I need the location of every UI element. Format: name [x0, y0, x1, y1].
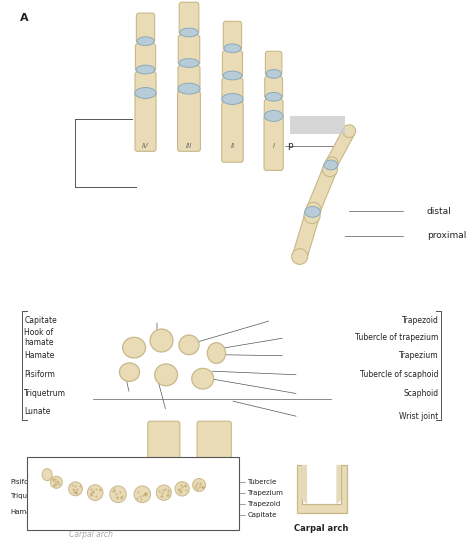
Ellipse shape: [179, 335, 199, 355]
FancyBboxPatch shape: [178, 65, 200, 93]
FancyBboxPatch shape: [222, 78, 243, 104]
Text: Carpal arch: Carpal arch: [69, 529, 113, 539]
FancyBboxPatch shape: [179, 2, 199, 35]
Text: Trapezoid: Trapezoid: [247, 501, 281, 507]
Polygon shape: [307, 165, 336, 213]
Text: Hamate: Hamate: [10, 509, 38, 515]
Ellipse shape: [223, 71, 242, 80]
FancyBboxPatch shape: [178, 92, 201, 151]
Ellipse shape: [304, 208, 320, 224]
Polygon shape: [297, 465, 347, 513]
Text: Pisiform: Pisiform: [10, 480, 38, 486]
FancyBboxPatch shape: [135, 72, 156, 98]
FancyBboxPatch shape: [290, 116, 345, 134]
Text: Trapezium: Trapezium: [247, 490, 283, 496]
Text: Carpal arch: Carpal arch: [294, 524, 349, 533]
Text: Scaphoid: Scaphoid: [403, 390, 438, 398]
Ellipse shape: [87, 485, 103, 500]
Polygon shape: [327, 127, 354, 167]
Ellipse shape: [137, 37, 154, 45]
Text: Trapezium: Trapezium: [399, 351, 438, 360]
Text: Trapezoid: Trapezoid: [401, 316, 438, 325]
FancyBboxPatch shape: [222, 51, 243, 77]
Ellipse shape: [305, 207, 320, 218]
FancyBboxPatch shape: [178, 35, 200, 65]
Ellipse shape: [119, 363, 139, 381]
Ellipse shape: [69, 482, 82, 496]
Text: A: A: [20, 13, 28, 24]
Ellipse shape: [156, 485, 172, 500]
Text: Capitate: Capitate: [247, 512, 277, 518]
Polygon shape: [302, 465, 341, 500]
Ellipse shape: [178, 83, 200, 94]
Text: Pisiform: Pisiform: [24, 370, 55, 379]
FancyBboxPatch shape: [197, 421, 231, 481]
FancyBboxPatch shape: [264, 76, 283, 99]
Ellipse shape: [123, 337, 146, 358]
Ellipse shape: [179, 59, 199, 67]
FancyBboxPatch shape: [265, 52, 282, 76]
Ellipse shape: [180, 28, 198, 37]
Ellipse shape: [110, 486, 126, 503]
Text: Hook of
hamate: Hook of hamate: [24, 328, 54, 347]
FancyBboxPatch shape: [135, 92, 156, 151]
Ellipse shape: [135, 88, 156, 99]
FancyBboxPatch shape: [148, 421, 180, 481]
Text: p: p: [287, 141, 293, 150]
Polygon shape: [337, 465, 341, 504]
Ellipse shape: [155, 364, 178, 386]
Text: Tubercle of scaphoid: Tubercle of scaphoid: [360, 370, 438, 379]
Ellipse shape: [207, 342, 226, 363]
Ellipse shape: [222, 94, 243, 105]
Ellipse shape: [42, 469, 52, 481]
Bar: [27, 456, 239, 530]
FancyBboxPatch shape: [222, 102, 243, 162]
Ellipse shape: [343, 125, 356, 138]
Text: II: II: [230, 143, 235, 149]
Text: Tubercle of trapezium: Tubercle of trapezium: [355, 333, 438, 342]
Polygon shape: [302, 465, 307, 504]
Text: Lunate: Lunate: [24, 407, 51, 416]
Text: Capitate: Capitate: [24, 316, 57, 325]
Text: Triquetrum: Triquetrum: [24, 390, 66, 398]
Ellipse shape: [175, 482, 189, 496]
FancyBboxPatch shape: [223, 21, 242, 50]
Ellipse shape: [265, 93, 282, 101]
Text: IV: IV: [142, 143, 149, 149]
Ellipse shape: [264, 111, 283, 121]
Text: Hamate: Hamate: [24, 351, 55, 360]
Text: proximal: proximal: [427, 231, 466, 241]
Ellipse shape: [192, 478, 205, 492]
Ellipse shape: [150, 329, 173, 352]
Ellipse shape: [50, 476, 62, 488]
Ellipse shape: [136, 65, 155, 74]
FancyBboxPatch shape: [136, 44, 155, 71]
FancyBboxPatch shape: [137, 13, 155, 43]
FancyBboxPatch shape: [264, 99, 283, 121]
Polygon shape: [293, 213, 319, 260]
Ellipse shape: [292, 249, 308, 264]
Text: Triquetrum: Triquetrum: [10, 493, 49, 499]
Ellipse shape: [266, 70, 281, 78]
Ellipse shape: [325, 157, 338, 170]
Ellipse shape: [324, 160, 337, 170]
Text: Tubercle: Tubercle: [247, 480, 277, 486]
Ellipse shape: [224, 44, 241, 53]
FancyBboxPatch shape: [264, 116, 283, 170]
Ellipse shape: [306, 202, 321, 217]
Text: III: III: [186, 143, 192, 149]
Text: distal: distal: [427, 207, 452, 216]
Text: I: I: [273, 143, 275, 149]
Ellipse shape: [322, 162, 337, 176]
Ellipse shape: [134, 486, 151, 503]
Ellipse shape: [192, 368, 214, 389]
Text: Wrist joint: Wrist joint: [399, 412, 438, 421]
